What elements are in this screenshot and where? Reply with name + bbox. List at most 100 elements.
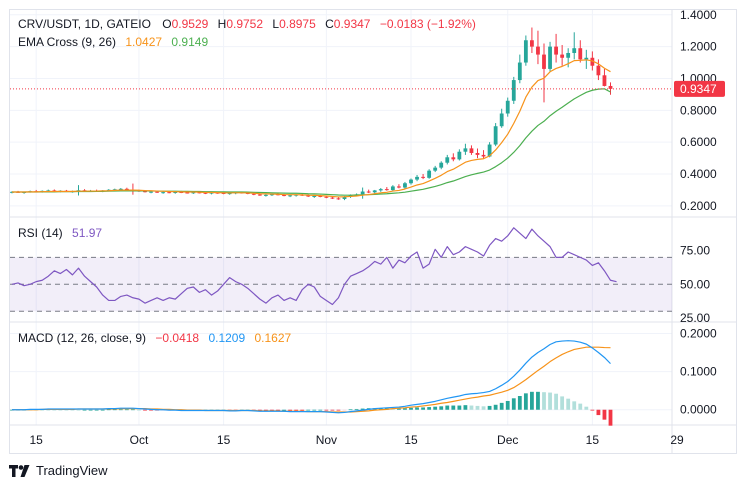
y-tick-label: 1.2000 (680, 40, 717, 54)
macd-histogram-bar (88, 409, 93, 411)
candle-body (173, 192, 178, 194)
rsi-indicator-name[interactable]: RSI (14) (18, 226, 63, 240)
macd-histogram-bar (566, 398, 571, 410)
candle-body (270, 194, 274, 196)
candle-body (433, 167, 438, 171)
macd-histogram-bar (439, 406, 444, 410)
candle-body (324, 196, 329, 198)
macd-histogram-bar (499, 402, 504, 410)
macd-histogram-bar (421, 407, 425, 410)
macd-histogram-bar (517, 396, 522, 410)
price-axis: 1.40001.20001.00000.80000.60000.40000.20… (680, 8, 717, 417)
time-axis: 15 Oct 15 Nov 15 Dec 15 29 (30, 433, 684, 447)
macd-histogram-bar (264, 409, 268, 411)
candle-body (608, 85, 613, 89)
candle-body (197, 192, 202, 194)
candle-body (439, 162, 444, 168)
candle-body (167, 192, 172, 194)
candle-body (288, 195, 292, 197)
macd-indicator-name[interactable]: MACD (12, 26, close, 9) (18, 331, 147, 345)
macd-histogram-bar (578, 403, 583, 410)
candle-body (46, 190, 51, 192)
candle-body (209, 192, 214, 194)
last-price-tag-bg (674, 80, 725, 97)
candle-body (390, 186, 395, 191)
y-tick-label: 0.4000 (680, 167, 717, 181)
macd-histogram-bar (318, 409, 323, 411)
macd-histogram-bar (397, 408, 401, 410)
macd-histogram-bar (294, 409, 299, 411)
macd-histogram-bar (493, 404, 498, 410)
candle-body (560, 54, 565, 58)
open-label: O (162, 17, 172, 31)
macd-histogram-bar (149, 409, 153, 411)
ema-slow-value: 0.9149 (171, 35, 209, 49)
macd-histogram-bar (590, 409, 595, 411)
macd-line-value: 0.1209 (208, 331, 246, 345)
open-value: 0.9529 (171, 17, 209, 31)
ema-indicator-name[interactable]: EMA Cross (9, 26) (18, 35, 117, 49)
macd-histogram-bar (536, 391, 540, 410)
y-tick-label: 0.6000 (680, 135, 717, 149)
macd-histogram-bar (554, 393, 558, 410)
candle-body (384, 189, 389, 191)
symbol-label[interactable]: CRV/USDT, 1D, GATEIO (18, 17, 151, 31)
candle-body (312, 195, 317, 197)
candle (602, 68, 607, 87)
candle (384, 187, 389, 191)
x-tick-label: 15 (30, 433, 44, 447)
macd-histogram-bar (348, 409, 353, 411)
candle-body (203, 192, 208, 194)
macd-histogram-bar (76, 409, 81, 411)
candle-body (566, 52, 571, 58)
candle-body (572, 48, 577, 53)
candle-body (330, 197, 335, 199)
low-label: L (272, 17, 280, 31)
macd-histogram-bar (112, 409, 117, 411)
tradingview-brand[interactable]: TradingView (9, 463, 108, 478)
grid-lines (10, 10, 672, 425)
macd-histogram-bar (415, 407, 419, 410)
candle-body (511, 80, 516, 101)
macd-hist-value: −0.0418 (155, 331, 200, 345)
x-tick-label: 15 (404, 433, 418, 447)
macd-histogram-bar (445, 405, 450, 410)
candle-body (282, 195, 286, 197)
macd-y-tick-label: 0.1000 (680, 365, 717, 379)
candle (493, 123, 498, 147)
candle (505, 97, 510, 117)
macd-histogram-bar (548, 392, 552, 410)
candle (445, 154, 450, 165)
macd-histogram-bar (94, 409, 99, 411)
macd-histogram-bar (100, 409, 105, 411)
macd-lines (12, 340, 611, 414)
macd-histogram-bar (481, 406, 486, 410)
candle (572, 32, 577, 60)
candle-body (336, 198, 341, 200)
candle (397, 184, 401, 189)
candle (554, 33, 558, 63)
high-label: H (217, 17, 227, 31)
candle-body (415, 176, 419, 180)
candle-body (264, 194, 268, 196)
candle-body (523, 40, 528, 63)
candle-body (517, 62, 522, 81)
candle (578, 40, 583, 63)
candle (451, 153, 456, 162)
candle (439, 161, 444, 170)
candle (131, 183, 135, 195)
macd-histogram-bar (572, 401, 577, 410)
rsi-y-tick-label: 75.00 (680, 244, 710, 258)
candle (536, 30, 540, 65)
candle-body (463, 148, 468, 152)
macd-histogram-bar (475, 405, 480, 410)
candle (372, 189, 377, 194)
candle-body (481, 154, 486, 157)
candle-body (451, 157, 456, 160)
candle-body (221, 192, 226, 194)
candle (403, 181, 407, 189)
candle-body (366, 191, 371, 193)
ema-legend: EMA Cross (9, 26) 1.0427 0.9149 (18, 35, 210, 49)
candle-body (554, 46, 558, 55)
